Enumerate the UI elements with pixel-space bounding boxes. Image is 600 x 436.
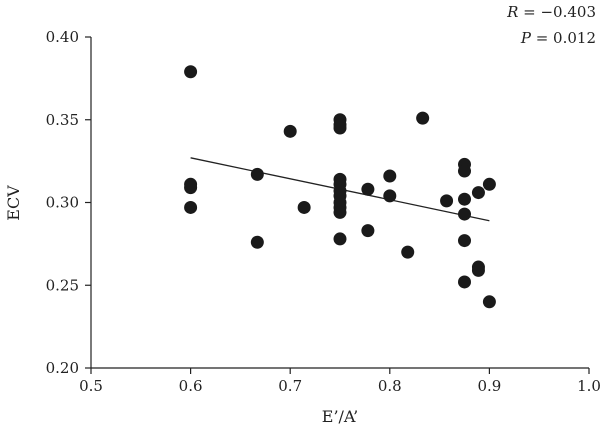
r-symbol: R — [506, 3, 518, 21]
x-tick-label: 0.8 — [378, 377, 402, 395]
x-tick-label: 0.7 — [278, 377, 302, 395]
data-point — [458, 192, 471, 206]
x-tick-label: 0.9 — [477, 377, 501, 395]
data-point — [458, 164, 471, 178]
data-point — [458, 207, 471, 221]
data-point — [333, 205, 347, 219]
y-tick-label: 0.30 — [46, 194, 79, 212]
data-point — [250, 167, 264, 181]
y-ticks: 0.20 0.25 0.30 0.35 0.40 — [46, 28, 91, 377]
data-point — [458, 234, 471, 248]
data-point — [297, 200, 311, 214]
data-point — [383, 189, 397, 203]
data-point — [361, 182, 375, 196]
data-point — [333, 232, 347, 246]
correlation-stat: R = −0.403 — [506, 3, 596, 21]
y-tick-label: 0.35 — [46, 111, 79, 129]
data-point — [482, 295, 496, 309]
data-point — [283, 124, 297, 138]
data-point — [482, 177, 496, 191]
data-point — [333, 121, 347, 135]
data-point — [250, 235, 264, 249]
data-point — [184, 200, 198, 214]
r-value: = −0.403 — [523, 3, 596, 21]
y-axis-title: ECV — [4, 185, 23, 221]
data-points — [184, 65, 496, 309]
y-tick-label: 0.25 — [46, 276, 79, 294]
y-tick-label: 0.40 — [46, 28, 79, 46]
data-point — [383, 169, 397, 183]
data-point — [440, 194, 454, 208]
x-tick-label: 0.6 — [179, 377, 203, 395]
data-point — [471, 186, 485, 200]
p-value-stat: P = 0.012 — [520, 29, 596, 47]
x-tick-label: 1.0 — [577, 377, 600, 395]
x-tick-label: 0.5 — [79, 377, 103, 395]
data-point — [416, 111, 430, 125]
x-axis-title: E’/A’ — [322, 407, 358, 426]
p-value: = 0.012 — [536, 29, 596, 47]
p-symbol: P — [520, 29, 532, 47]
data-point — [184, 65, 198, 79]
x-ticks: 0.5 0.6 0.7 0.8 0.9 1.0 — [79, 368, 600, 395]
data-point — [361, 224, 375, 238]
data-point — [184, 181, 198, 195]
data-point — [401, 245, 415, 259]
data-point — [458, 275, 471, 289]
y-tick-label: 0.20 — [46, 359, 79, 377]
data-point — [471, 263, 485, 277]
